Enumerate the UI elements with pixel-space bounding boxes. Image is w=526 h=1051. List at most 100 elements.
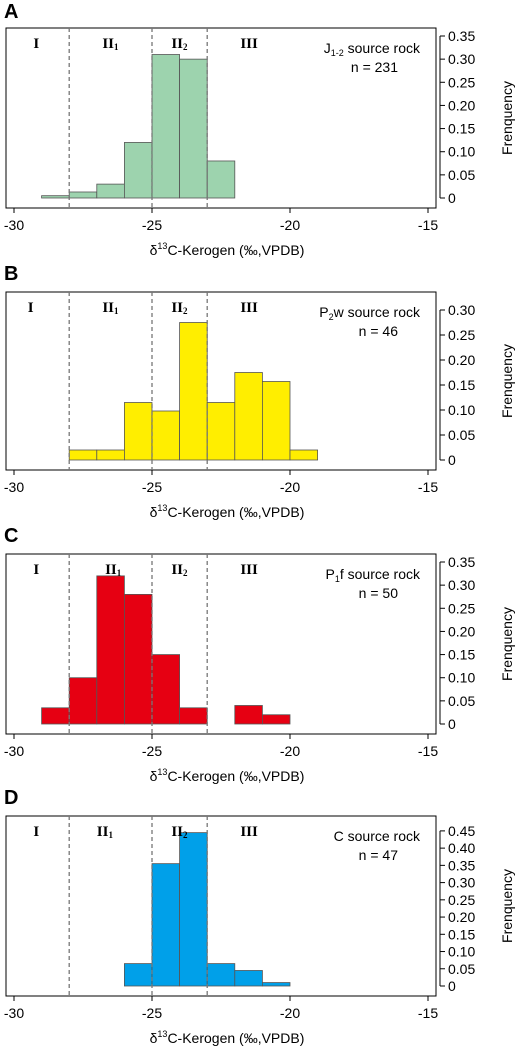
zone-label: II2: [171, 36, 188, 52]
histogram-bar: [179, 58, 208, 199]
x-axis-label-superscript: 13: [157, 241, 167, 251]
y-tick-label: 0.15: [448, 377, 475, 393]
source-rock-label-rest: source rock: [344, 40, 421, 56]
y-tick-label: 0.10: [448, 402, 475, 418]
y-tick-label: 0.20: [448, 352, 475, 368]
zone-label: II2: [171, 562, 188, 578]
y-tick-label: 0.35: [448, 554, 475, 570]
source-rock-label-subscript: 1: [335, 574, 340, 584]
plot-frame: [5, 553, 437, 735]
y-tick-label: 0.20: [448, 623, 475, 639]
y-tick-label: 0.25: [448, 600, 475, 616]
x-axis-label-delta: δ: [150, 504, 158, 520]
x-tick-label: -15: [418, 217, 438, 233]
histogram-bar: [179, 832, 208, 987]
x-tick-label: -25: [142, 743, 162, 759]
sample-count-label: n = 47: [359, 847, 399, 863]
zone-label-subscript: 1: [108, 830, 113, 840]
y-axis-label: Frenquency: [499, 869, 515, 943]
source-rock-label-rest: f source rock: [340, 566, 421, 582]
zone-label: II1: [102, 300, 119, 316]
y-tick-label: 0.10: [448, 944, 475, 960]
x-axis-label: δ13C-Kerogen (‰,VPDB): [150, 503, 305, 520]
x-tick-label: -25: [142, 479, 162, 495]
source-rock-label-subscript: 2: [329, 312, 334, 322]
x-tick-label: -20: [280, 743, 300, 759]
y-tick-label: 0.05: [448, 961, 475, 977]
y-tick-label: 0.05: [448, 693, 475, 709]
zone-label: II1: [105, 562, 122, 578]
x-tick-label: -30: [4, 1005, 24, 1021]
x-tick-label: -30: [4, 479, 24, 495]
histogram-bar: [206, 963, 236, 987]
zone-label: II2: [171, 300, 188, 316]
histogram-bar: [68, 191, 98, 199]
y-tick-label: 0.40: [448, 840, 475, 856]
zone-label: III: [240, 562, 258, 578]
source-rock-label-rest: w source rock: [333, 304, 421, 320]
x-axis-label: δ13C-Kerogen (‰,VPDB): [150, 241, 305, 258]
y-tick-label: 0.05: [448, 427, 475, 443]
y-tick-label: 0.35: [448, 28, 475, 44]
histogram-bar: [41, 195, 70, 199]
histogram-bar: [179, 322, 208, 461]
y-tick-label: 0.05: [448, 167, 475, 183]
zone-label: III: [240, 36, 258, 52]
x-tick-label: -20: [280, 1005, 300, 1021]
histogram-bar: [151, 410, 181, 461]
y-tick-label: 0: [448, 716, 456, 732]
y-tick-label: 0.30: [448, 577, 475, 593]
source-rock-label-main: C source rock: [334, 828, 421, 844]
sample-count-label: n = 46: [359, 323, 399, 339]
zone-label-text: II: [171, 562, 183, 578]
histogram-bar: [151, 654, 181, 725]
zone-label: II1: [102, 36, 119, 52]
histogram-bar: [124, 963, 153, 987]
y-tick-label: 0.30: [448, 875, 475, 891]
zone-label-text: I: [33, 824, 39, 840]
x-axis-label: δ13C-Kerogen (‰,VPDB): [150, 1029, 305, 1046]
histogram-bar: [68, 677, 98, 725]
panel-letter: B: [4, 263, 18, 285]
sample-count-label: n = 50: [359, 585, 399, 601]
zone-label-text: III: [240, 824, 258, 840]
histogram-bar: [261, 381, 291, 461]
histogram-bar: [234, 372, 263, 461]
y-tick-label: 0.30: [448, 51, 475, 67]
x-tick-label: -15: [418, 1005, 438, 1021]
zone-label-text: II: [102, 36, 114, 52]
x-axis-label-rest: C-Kerogen (‰,VPDB): [167, 1030, 304, 1046]
zone-label-text: I: [33, 562, 39, 578]
histogram-bar: [179, 707, 208, 725]
histogram-bar: [234, 970, 263, 987]
y-tick-label: 0.15: [448, 121, 475, 137]
histogram-bar: [151, 54, 181, 199]
x-tick-label: -15: [418, 479, 438, 495]
x-tick-label: -20: [280, 479, 300, 495]
y-tick-label: 0.10: [448, 144, 475, 160]
x-tick-label: -30: [4, 743, 24, 759]
y-tick-label: 0.45: [448, 823, 475, 839]
zone-label-text: II: [105, 562, 117, 578]
y-tick-label: 0: [448, 978, 456, 994]
zone-label-subscript: 1: [114, 306, 119, 316]
zone-label-text: III: [240, 36, 258, 52]
source-rock-label-main: P: [326, 566, 335, 582]
x-tick-label: -25: [142, 217, 162, 233]
zone-label-text: II: [171, 36, 183, 52]
histogram-bar: [206, 402, 236, 461]
y-tick-label: 0: [448, 190, 456, 206]
histogram-bar: [289, 449, 319, 461]
histogram-bar: [261, 714, 291, 725]
y-tick-label: 0.25: [448, 327, 475, 343]
histogram-bar: [96, 449, 125, 461]
x-axis-label-delta: δ: [150, 1030, 158, 1046]
x-axis-label-rest: C-Kerogen (‰,VPDB): [167, 242, 304, 258]
zone-label: II1: [97, 824, 114, 840]
y-axis-label: Frenquency: [499, 81, 515, 155]
zone-label-text: II: [102, 300, 114, 316]
histogram-bar: [96, 183, 125, 199]
zone-label: III: [240, 300, 258, 316]
